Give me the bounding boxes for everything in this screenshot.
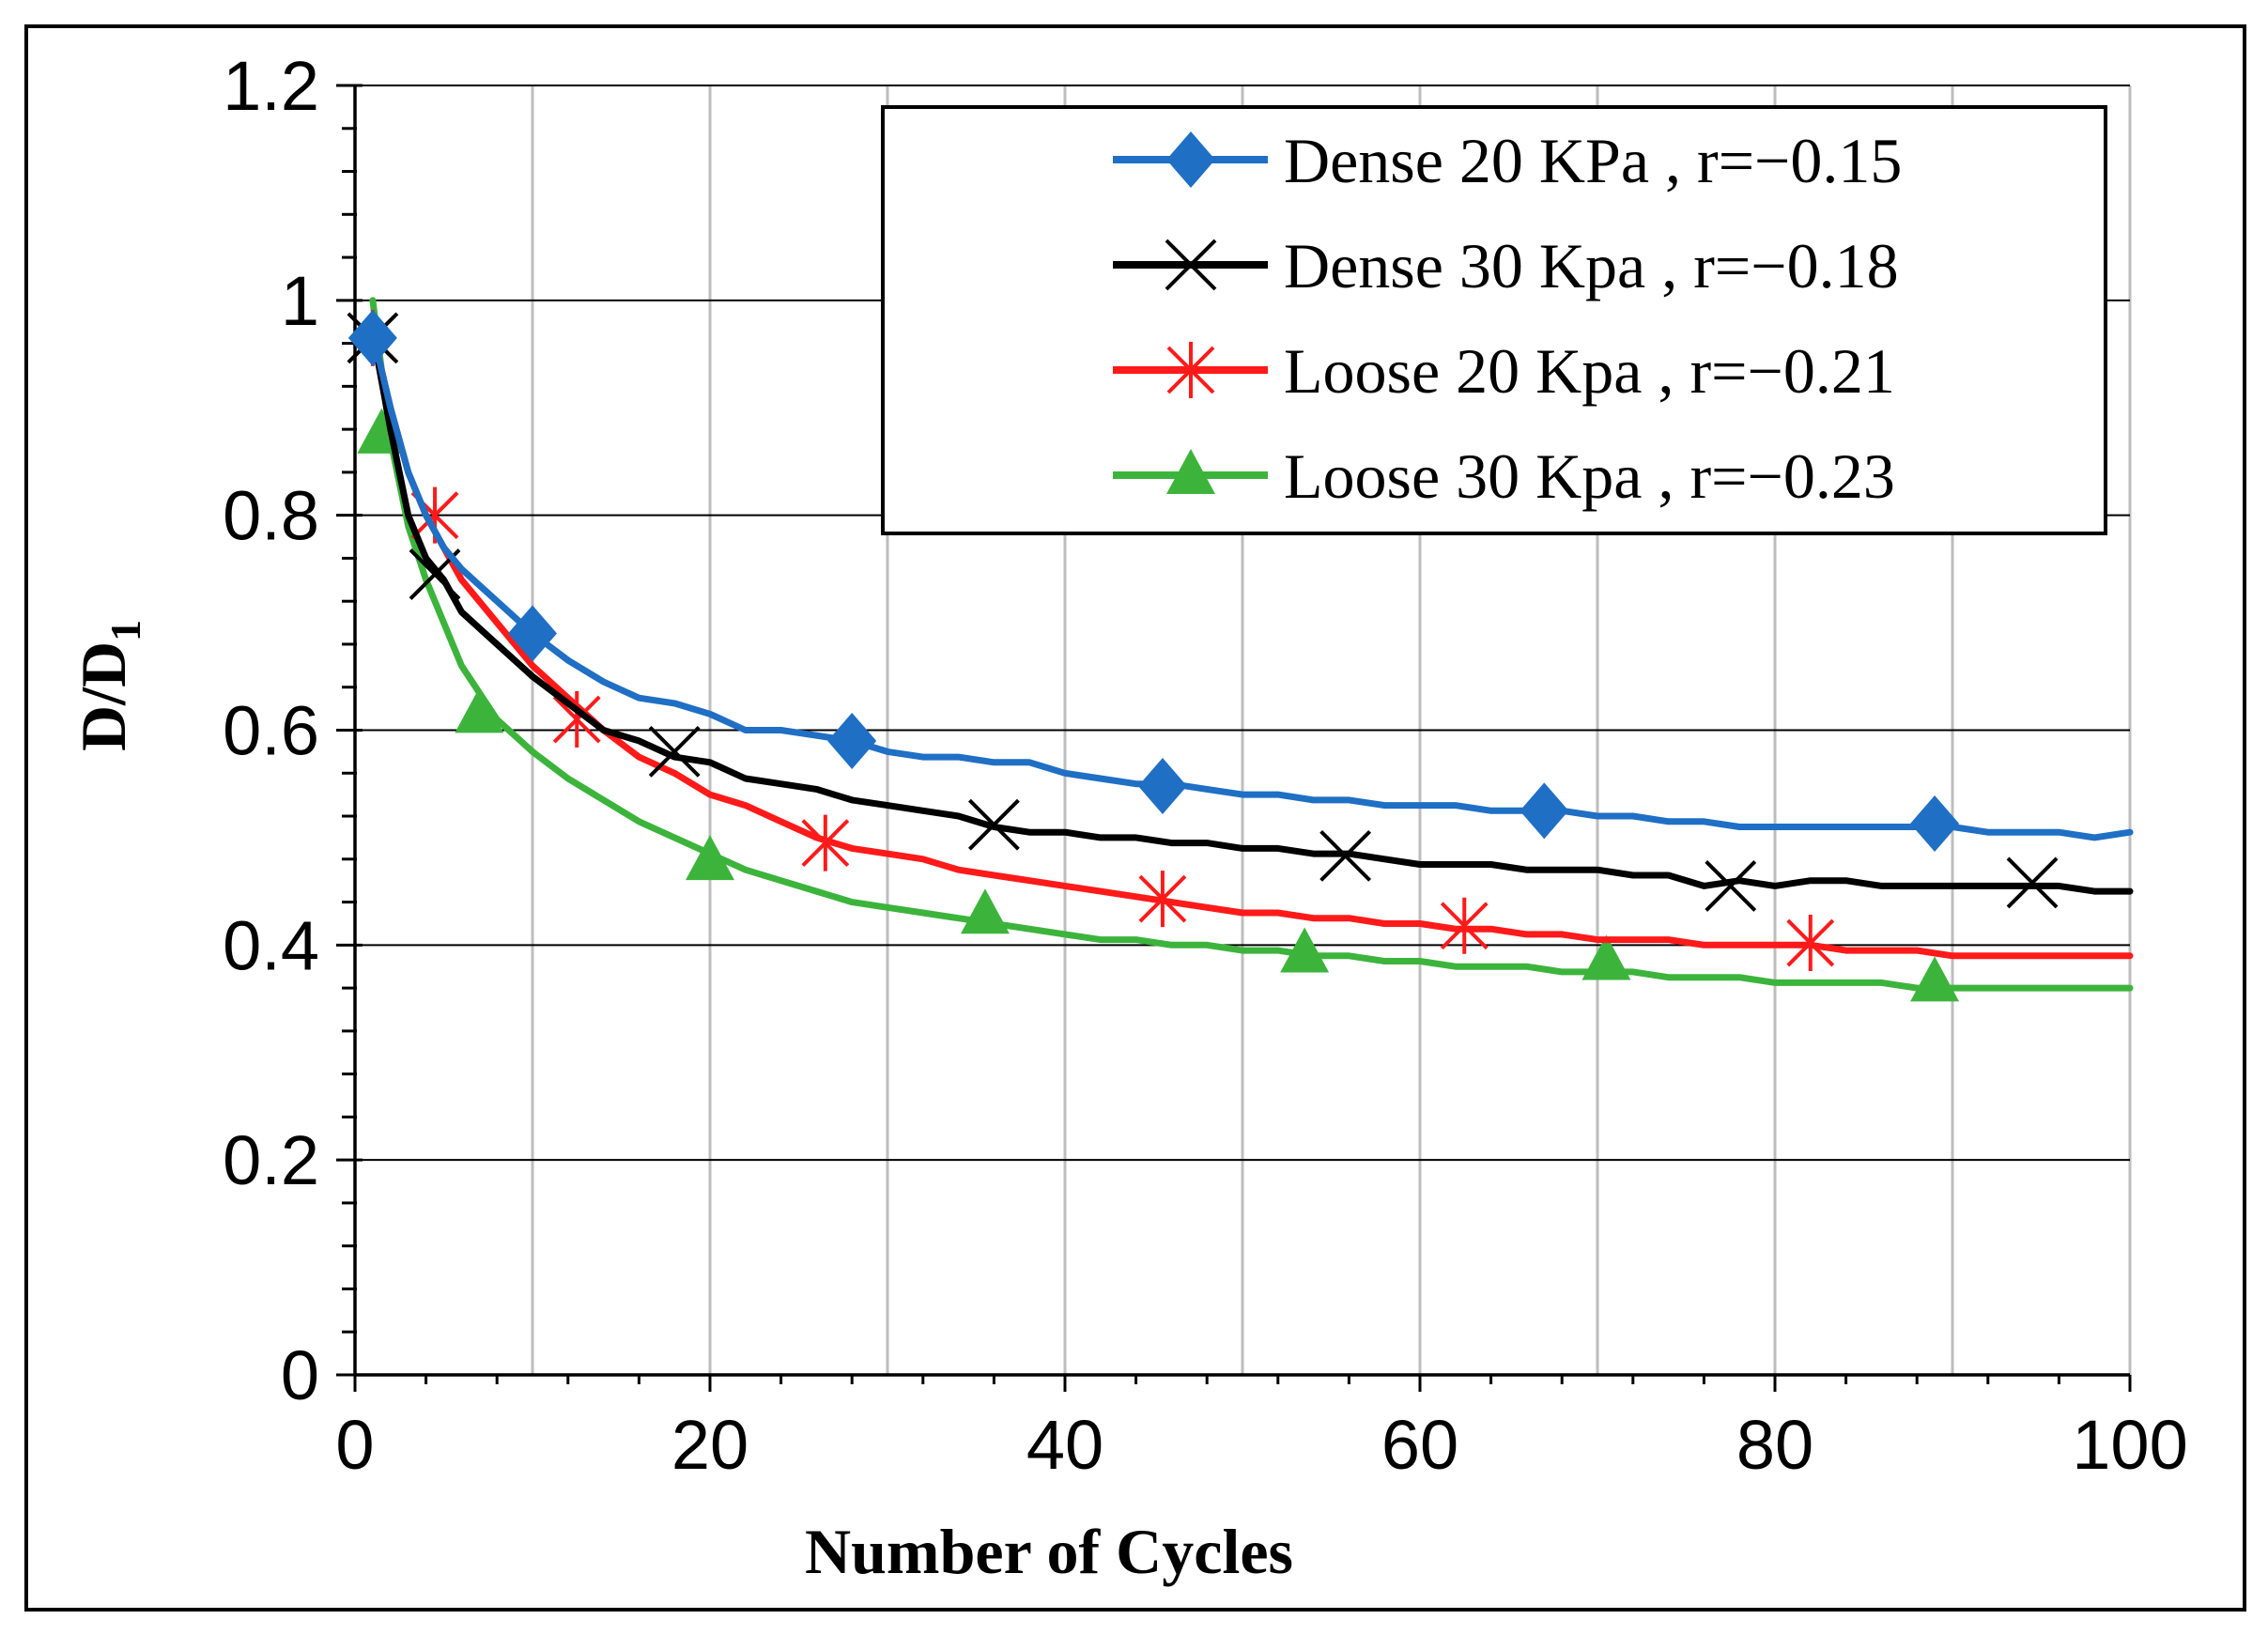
- legend-item: Dense 30 Kpa , r=−0.18: [1113, 230, 1899, 301]
- series-marker: [1137, 757, 1187, 814]
- x-tick-label: 40: [1026, 1406, 1103, 1484]
- legend-marker: [1165, 239, 1217, 291]
- series-marker: [2006, 856, 2059, 909]
- series-marker: [552, 691, 601, 748]
- legend-series-name: Dense 20 KPa: [1284, 125, 1649, 196]
- series-marker: [1319, 829, 1372, 882]
- legend-series-name: Loose 20 Kpa: [1284, 335, 1642, 407]
- series-marker: [648, 725, 701, 778]
- series-marker: [1520, 782, 1569, 840]
- series-marker: [686, 835, 734, 881]
- legend-label: Loose 30 Kpa , r=−0.23: [1284, 440, 1895, 512]
- tick-labels: 0 20 40 60 80 100 0 0.2 0.4 0.6 0.8 1 1.2: [223, 47, 2188, 1484]
- series-1: [347, 309, 2134, 853]
- y-tick-label: 0.8: [223, 477, 319, 555]
- legend-box: [881, 105, 2107, 535]
- legend-item: Loose 30 Kpa , r=−0.23: [1113, 440, 1895, 512]
- y-axis-title: D/D1: [68, 620, 149, 751]
- legend-r-value: r=−0.23: [1689, 440, 1894, 512]
- x-axis-title: Number of Cycles: [805, 1516, 1293, 1587]
- axes: [336, 84, 2132, 1392]
- legend-marker: [1166, 131, 1215, 188]
- y-tick-label: 0.6: [223, 692, 319, 770]
- series-line: [369, 297, 2134, 992]
- legend-r-value: r=−0.18: [1693, 230, 1898, 301]
- y-tick-label: 1.2: [223, 47, 319, 125]
- series-marker: [1786, 915, 1835, 972]
- legend-separator: ,: [1642, 440, 1689, 512]
- x-tick-label: 0: [335, 1406, 374, 1484]
- legend-item: Loose 20 Kpa , r=−0.21: [1113, 335, 1895, 407]
- series-4: [357, 297, 2134, 1002]
- x-tick-label: 100: [2072, 1406, 2187, 1484]
- legend-separator: ,: [1649, 125, 1697, 196]
- series-marker: [347, 309, 397, 366]
- series-marker: [960, 888, 1010, 934]
- legend-separator: ,: [1645, 230, 1693, 301]
- legend-series-name: Loose 30 Kpa: [1284, 440, 1642, 512]
- y-tick-label: 1: [281, 262, 319, 340]
- legend-marker: [1166, 342, 1215, 398]
- legend-r-value: r=−0.15: [1697, 125, 1902, 196]
- legend-label: Dense 30 Kpa , r=−0.18: [1284, 230, 1899, 301]
- series-marker: [967, 798, 1020, 851]
- series-marker: [1910, 795, 1960, 853]
- x-tick-label: 60: [1381, 1406, 1458, 1484]
- legend-series-name: Dense 30 Kpa: [1284, 230, 1645, 301]
- series-line: [369, 329, 2134, 895]
- chart-frame: [24, 24, 2246, 1612]
- series-marker: [1138, 871, 1187, 928]
- y-tick-label: 0.4: [223, 906, 319, 984]
- series-marker: [1910, 956, 1960, 1002]
- legend-label: Dense 20 KPa , r=−0.15: [1284, 125, 1902, 196]
- series-marker: [1280, 927, 1330, 973]
- series-marker: [1705, 859, 1757, 912]
- series-marker: [1440, 897, 1489, 954]
- y-axis-title-main: D/D: [68, 641, 139, 751]
- legend-marker: [1166, 449, 1215, 494]
- series-layer: [347, 297, 2134, 1002]
- series-marker: [827, 712, 877, 769]
- legend-r-value: r=−0.21: [1689, 335, 1894, 407]
- series-line: [369, 329, 2134, 841]
- legend-items: Dense 20 KPa , r=−0.15 Dense 30 Kpa , r=−…: [1113, 125, 1902, 512]
- y-axis-title-subscript: 1: [101, 620, 149, 641]
- y-tick-label: 0: [281, 1336, 319, 1414]
- series-marker: [455, 687, 504, 733]
- series-marker: [801, 814, 850, 871]
- y-tick-label: 0.2: [223, 1121, 319, 1199]
- x-tick-label: 20: [671, 1406, 748, 1484]
- legend-item: Dense 20 KPa , r=−0.15: [1113, 125, 1902, 196]
- legend-separator: ,: [1642, 335, 1689, 407]
- legend: Dense 20 KPa , r=−0.15 Dense 30 Kpa , r=−…: [881, 105, 2107, 535]
- legend-label: Loose 20 Kpa , r=−0.21: [1284, 335, 1895, 407]
- x-tick-label: 80: [1736, 1406, 1813, 1484]
- series-marker: [508, 605, 557, 662]
- series-marker: [1581, 934, 1631, 980]
